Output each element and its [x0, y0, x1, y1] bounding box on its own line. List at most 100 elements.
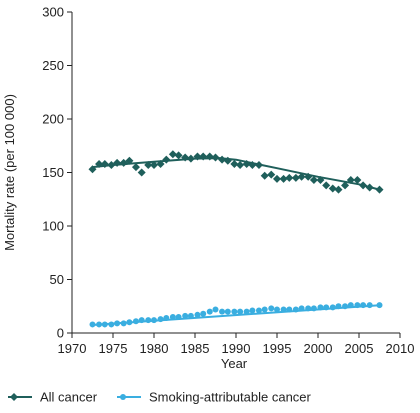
y-tick-label: 200: [42, 112, 64, 127]
all-cancer-point: [88, 165, 97, 174]
smoking-attributable-cancer-point: [305, 305, 312, 312]
all-cancer-point: [267, 170, 276, 179]
x-tick-label: 1995: [263, 341, 292, 356]
smoking-attributable-cancer-point: [120, 320, 127, 327]
data-markers: [88, 150, 384, 328]
smoking-attributable-cancer-point: [101, 321, 108, 328]
y-tick-label: 50: [50, 272, 64, 287]
all-cancer-point: [131, 163, 140, 172]
x-tick-label: 1970: [58, 341, 87, 356]
smoking-attributable-cancer-point: [212, 306, 219, 313]
smoking-attributable-cancer-point: [255, 307, 262, 314]
all-cancer-point: [328, 184, 337, 193]
all-cancer-point: [211, 153, 220, 162]
y-axis-title: Mortality rate (per 100 000): [2, 94, 17, 251]
all-cancer-point: [95, 159, 104, 168]
all-cancer-point: [137, 168, 146, 177]
x-tick-label: 2000: [304, 341, 333, 356]
all-cancer-point: [365, 183, 374, 192]
all-cancer-point: [309, 175, 318, 184]
x-tick-label: 1990: [222, 341, 251, 356]
all-cancer-point: [279, 174, 288, 183]
trend-lines: [92, 157, 380, 326]
all-cancer-point: [322, 181, 331, 190]
smoking-attributable-cancer-point: [354, 302, 361, 309]
all-cancer-point: [254, 161, 263, 170]
smoking-attributable-cancer-point: [335, 303, 342, 310]
all-cancer-point: [218, 155, 227, 164]
all-cancer-point: [162, 155, 171, 164]
smoking-attributable-cancer-point: [249, 307, 256, 314]
all-cancer-point: [359, 181, 368, 190]
all-cancer-point: [125, 156, 134, 165]
legend-all-cancer-label: All cancer: [40, 390, 98, 405]
all-cancer-point: [223, 156, 232, 165]
all-cancer-point: [353, 175, 362, 184]
all-cancer-point: [334, 185, 343, 194]
all-cancer-point: [100, 159, 109, 168]
all-cancer-point: [260, 171, 269, 180]
all-cancer-point: [248, 161, 257, 170]
all-cancer-point: [193, 152, 202, 161]
smoking-attributable-cancer-point: [145, 317, 152, 324]
all-cancer-point: [236, 161, 245, 170]
smoking-attributable-cancer-point: [310, 305, 317, 312]
all-cancer-point: [230, 159, 239, 168]
smoking-attributable-cancer-point: [89, 321, 96, 328]
smoking-attributable-cancer-point: [366, 302, 373, 309]
smoking-attributable-cancer-point: [157, 316, 164, 323]
smoking-attributable-cancer-point: [224, 308, 231, 315]
all-cancer-point: [156, 159, 165, 168]
smoking-attributable-cancer-point: [126, 319, 133, 326]
all-cancer-point: [186, 154, 195, 163]
x-tick-label: 2005: [345, 341, 374, 356]
x-tick-label: 2010: [386, 341, 415, 356]
all-cancer-point: [242, 159, 251, 168]
smoking-attributable-cancer-point: [243, 308, 250, 315]
smoking-attributable-cancer-point: [187, 312, 194, 319]
smoking-attributable-cancer-point: [360, 302, 367, 309]
legend-all-cancer-marker: [10, 393, 18, 401]
legend-smoking-attributable-cancer-marker: [120, 394, 126, 400]
all-cancer-point: [375, 185, 384, 194]
smoking-attributable-cancer-point: [163, 315, 170, 322]
x-tick-label: 1985: [181, 341, 210, 356]
smoking-attributable-cancer-point: [219, 308, 226, 315]
smoking-attributable-cancer-point: [200, 310, 207, 317]
axes: 0 50 100 150 200 250 300 1970 1975 1980 1985 1990 19…: [42, 5, 414, 357]
all-cancer-point: [199, 152, 208, 161]
all-cancer-point: [181, 153, 190, 162]
all-cancer-point: [273, 174, 281, 183]
all-cancer-point: [316, 175, 325, 184]
smoking-attributable-cancer-point: [323, 304, 330, 311]
smoking-attributable-cancer-point: [194, 311, 201, 318]
smoking-attributable-cancer-point: [274, 306, 280, 313]
smoking-attributable-cancer-point: [286, 306, 293, 313]
smoking-attributable-cancer-point: [96, 321, 103, 328]
smoking-attributable-cancer-point: [132, 318, 139, 325]
smoking-attributable-cancer-point: [317, 304, 324, 311]
smoking-attributable-cancer-point: [376, 302, 383, 309]
smoking-attributable-cancer-point: [280, 306, 287, 313]
all-cancer-point: [168, 150, 177, 159]
y-tick-label: 250: [42, 58, 64, 73]
smoking-attributable-cancer-point: [182, 312, 189, 319]
all-cancer-point: [341, 181, 350, 190]
smoking-attributable-cancer-point: [206, 308, 213, 315]
smoking-attributable-cancer-point: [169, 313, 176, 320]
smoking-attributable-cancer-point: [261, 306, 268, 313]
legend: All cancer Smoking-attributable cancer: [8, 390, 312, 405]
all-cancer-point: [144, 161, 153, 170]
y-tick-label: 150: [42, 165, 64, 180]
x-tick-label: 1975: [99, 341, 128, 356]
all-cancer-point: [150, 161, 158, 170]
smoking-attributable-cancer-point: [108, 321, 115, 328]
all-cancer-point: [174, 151, 183, 160]
smoking-attributable-cancer-point: [138, 317, 145, 324]
smoking-attributable-cancer-point: [298, 305, 305, 312]
all-cancer-point: [291, 173, 300, 182]
smoking-attributable-cancer-point: [342, 303, 349, 310]
all-cancer-point: [205, 152, 214, 161]
smoking-attributable-cancer-point: [114, 320, 121, 327]
